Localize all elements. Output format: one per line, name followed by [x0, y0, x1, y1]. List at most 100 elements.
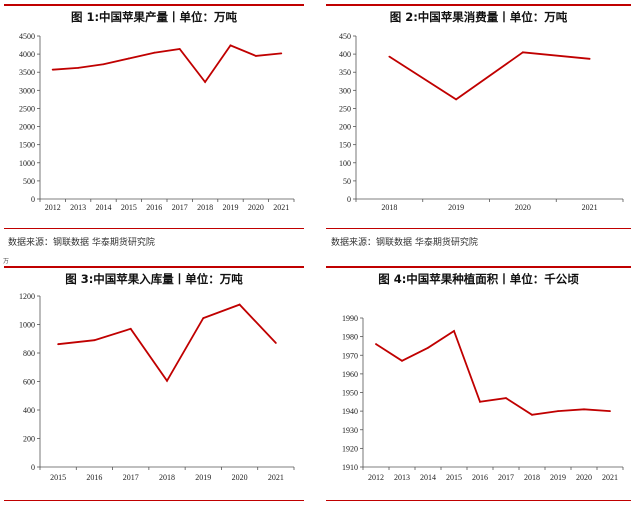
- data-point: [129, 327, 132, 330]
- chart-4-title: 图 4:中国苹果种植面积丨单位：千公顷: [378, 272, 579, 286]
- chart-2-bottom-rule: [326, 228, 631, 229]
- y-tick-label: 450: [339, 32, 351, 41]
- x-tick-label: 2018: [524, 473, 540, 482]
- series-line: [388, 51, 590, 101]
- y-tick-label: 1200: [19, 292, 35, 301]
- x-tick-label: 2015: [446, 473, 462, 482]
- y-tick-label: 1960: [342, 370, 358, 379]
- y-tick-label: 400: [339, 50, 351, 59]
- chart-3-bottom-rule: [4, 500, 304, 501]
- y-tick-label: 0: [347, 195, 351, 204]
- y-tick-label: 0: [31, 195, 35, 204]
- chart-3-title-bar: 图 3:中国苹果入库量丨单位：万吨: [4, 266, 304, 290]
- data-point: [202, 317, 205, 319]
- y-tick-label: 2000: [19, 123, 35, 132]
- x-tick-label: 2015: [121, 203, 137, 212]
- source-note-left: 数据来源：钢联数据 华泰期货研究院: [8, 238, 155, 248]
- data-point: [531, 413, 533, 416]
- y-tick-label: 1970: [342, 351, 358, 360]
- x-tick-label: 2019: [448, 203, 464, 212]
- data-point: [401, 359, 403, 362]
- chart-panel-2: 图 2:中国苹果消费量丨单位：万吨 0 50 100 150 200 250 300 350 4…: [326, 4, 631, 229]
- y-tick-label: 3500: [19, 68, 35, 77]
- y-tick-label: 1950: [342, 389, 358, 398]
- chart-panel-1: 图 1:中国苹果产量丨单位：万吨 0 500 1000 1500 2000 2500 300…: [4, 4, 304, 229]
- x-tick-label: 2012: [368, 473, 384, 482]
- source-note-right: 数据来源：钢联数据 华泰期货研究院: [331, 238, 478, 248]
- y-tick-label: 150: [339, 141, 351, 150]
- data-point: [455, 98, 458, 101]
- y-tick-label: 1910: [342, 463, 358, 472]
- x-tick-label: 2021: [268, 473, 284, 482]
- chart-4-bottom-rule: [326, 500, 631, 501]
- chart-4-plot: 1910 1920 1930 1940 1950 1960 1970 1980 1990 2012…: [342, 314, 624, 482]
- y-tick-label: 4000: [19, 50, 35, 59]
- x-tick-label: 2012: [45, 203, 61, 212]
- y-tick-label: 2500: [19, 104, 35, 113]
- y-tick-label: 4500: [19, 32, 35, 41]
- x-tick-label: 2016: [472, 473, 488, 482]
- data-point: [609, 410, 611, 413]
- y-tick-label: 1000: [19, 321, 35, 330]
- data-point: [57, 343, 60, 346]
- x-tick-label: 2017: [498, 473, 514, 482]
- x-tick-label: 2014: [420, 473, 436, 482]
- data-point: [93, 339, 96, 342]
- data-point: [557, 410, 559, 413]
- chart-2-title-bar: 图 2:中国苹果消费量丨单位：万吨: [326, 4, 631, 28]
- data-point: [229, 44, 232, 47]
- data-point: [102, 63, 105, 66]
- data-point: [388, 55, 391, 58]
- y-tick-label: 600: [23, 378, 35, 387]
- y-tick-label: 0: [31, 463, 35, 472]
- x-tick-label: 2019: [223, 203, 239, 212]
- y-tick-label: 1980: [342, 333, 358, 342]
- data-point: [583, 408, 585, 411]
- data-point: [204, 81, 207, 83]
- chart-2-title: 图 2:中国苹果消费量丨单位：万吨: [389, 10, 568, 24]
- y-tick-label: 500: [23, 177, 35, 186]
- data-point: [427, 346, 429, 349]
- data-point: [521, 51, 524, 54]
- chart-1-title: 图 1:中国苹果产量丨单位：万吨: [70, 10, 238, 24]
- y-tick-label: 50: [343, 177, 351, 186]
- chart-4-title-bar: 图 4:中国苹果种植面积丨单位：千公顷: [326, 266, 631, 290]
- data-point: [588, 57, 591, 60]
- data-point: [153, 51, 156, 54]
- chart-1-title-bar: 图 1:中国苹果产量丨单位：万吨: [4, 4, 304, 28]
- chart-3-title: 图 3:中国苹果入库量丨单位：万吨: [65, 272, 243, 286]
- x-tick-label: 2013: [394, 473, 410, 482]
- x-tick-label: 2016: [86, 473, 102, 482]
- x-tick-label: 2018: [197, 203, 213, 212]
- x-tick-label: 2018: [381, 203, 397, 212]
- data-point: [505, 397, 507, 399]
- y-tick-label: 250: [339, 104, 351, 113]
- y-tick-label: 1930: [342, 426, 358, 435]
- y-tick-label: 1990: [342, 314, 358, 323]
- data-point: [51, 68, 54, 71]
- data-point: [128, 57, 130, 60]
- x-tick-label: 2017: [172, 203, 188, 212]
- y-tick-label: 800: [23, 349, 35, 358]
- y-tick-label: 200: [339, 123, 351, 132]
- data-point: [375, 343, 377, 345]
- data-point: [255, 55, 257, 57]
- chart-3-plot: 0 200 400 600 800 1000 1200 2015 2016 2017 2018 201…: [19, 292, 295, 482]
- series-line: [375, 329, 611, 416]
- data-point: [238, 303, 241, 306]
- y-tick-label: 1920: [342, 444, 358, 453]
- x-tick-label: 2019: [550, 473, 566, 482]
- chart-panel-4: 图 4:中国苹果种植面积丨单位：千公顷 1910 1920 1930 1940 1950…: [326, 266, 631, 502]
- x-tick-label: 2021: [273, 203, 289, 212]
- x-tick-label: 2020: [232, 473, 248, 482]
- y-tick-label: 100: [339, 159, 351, 168]
- chart-2-plot: 0 50 100 150 200 250 300 350 400 450 2018 2019 2020 2…: [339, 32, 624, 212]
- x-tick-label: 2013: [70, 203, 86, 212]
- chart-1-bottom-rule: [4, 228, 304, 229]
- stray-mark: 万: [3, 258, 10, 265]
- y-tick-label: 1940: [342, 407, 358, 416]
- y-tick-label: 300: [339, 86, 351, 95]
- series-line: [58, 303, 277, 383]
- y-tick-label: 350: [339, 68, 351, 77]
- x-tick-label: 2020: [248, 203, 264, 212]
